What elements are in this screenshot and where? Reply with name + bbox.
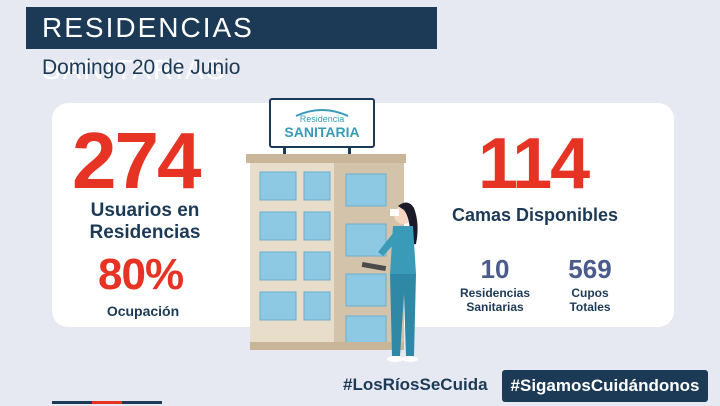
cupos-value: 569	[568, 254, 612, 284]
usuarios-label-line1: Usuarios en	[90, 200, 200, 221]
usuarios-value: 274	[72, 116, 201, 205]
residencias-label-line2: Sanitarias	[466, 300, 524, 314]
page-title: RESIDENCIAS SANITARIAS	[26, 7, 437, 85]
residencias-value: 10	[480, 254, 510, 284]
hashtag-sigamos: #SigamosCuidándonos	[502, 370, 708, 402]
hashtag-losrios: #LosRíosSeCuida	[343, 375, 488, 394]
sign-line1: Residencia	[300, 114, 345, 124]
camas-value: 114	[478, 124, 590, 204]
camas-label: Camas Disponibles	[451, 205, 619, 225]
footer-divider-accent	[92, 401, 122, 404]
usuarios-label: Usuarios en Residencias	[80, 200, 210, 244]
sign-line2: SANITARIA	[284, 124, 359, 140]
ocupacion-label: Ocupación	[106, 303, 180, 319]
residencias-label: Residencias Sanitarias	[455, 286, 535, 314]
building-illustration: Residencia SANITARIA	[246, 98, 418, 362]
usuarios-label-line2: Residencias	[89, 222, 201, 243]
date-subtitle: Domingo 20 de Junio	[42, 56, 241, 79]
ocupacion-value: 80%	[98, 250, 184, 299]
cupos-label: Cupos Totales	[555, 286, 625, 314]
cupos-label-line1: Cupos	[571, 286, 609, 300]
nurse-figure	[361, 202, 418, 362]
residencias-label-line1: Residencias	[459, 286, 531, 300]
sign-board	[269, 98, 375, 148]
cupos-label-line2: Totales	[569, 300, 611, 314]
